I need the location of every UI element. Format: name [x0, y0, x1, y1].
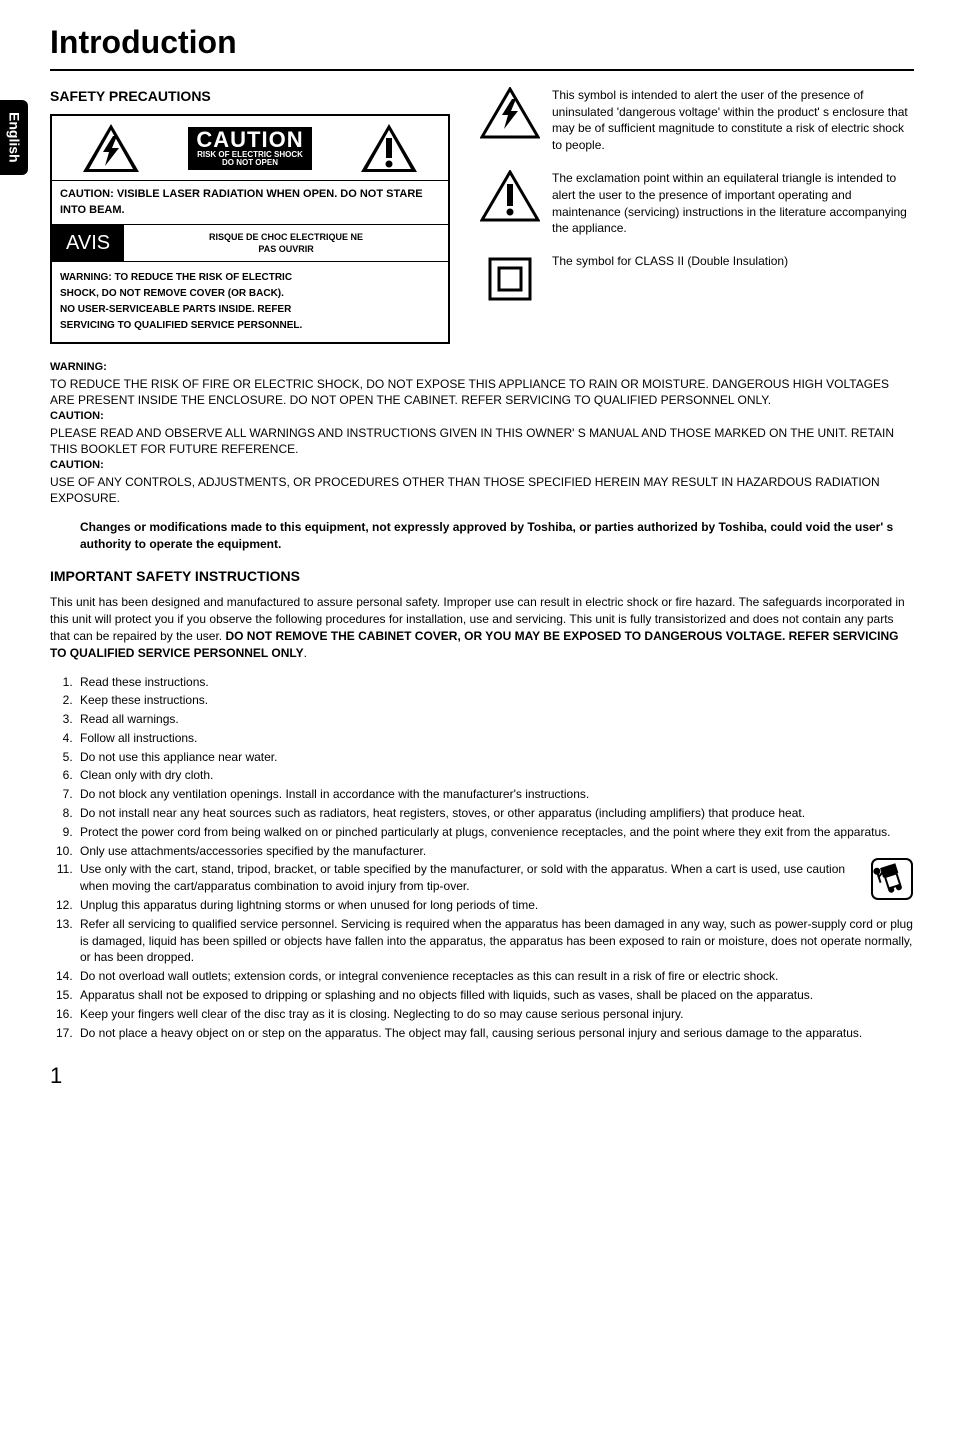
- risque-text: RISQUE DE CHOC ELECTRIQUE NE PAS OUVRIR: [124, 225, 448, 261]
- warn-line-2: SHOCK, DO NOT REMOVE COVER (OR BACK).: [60, 286, 440, 302]
- caution-sub-2: DO NOT OPEN: [222, 159, 278, 168]
- symbol-excl-block: The exclamation point within an equilate…: [480, 170, 914, 237]
- warn-line-3: NO USER-SERVICEABLE PARTS INSIDE. REFER: [60, 302, 440, 318]
- changes-note: Changes or modifications made to this eq…: [80, 519, 914, 553]
- symbol-bolt-block: This symbol is intended to alert the use…: [480, 87, 914, 154]
- language-tab: English: [0, 100, 28, 175]
- list-item: Read these instructions.: [76, 674, 914, 691]
- left-column: SAFETY PRECAUTIONS CAUTION RISK OF ELECT…: [50, 87, 450, 344]
- caution-box: CAUTION RISK OF ELECTRIC SHOCK DO NOT OP…: [50, 114, 450, 344]
- warning-paragraph: WARNING: TO REDUCE THE RISK OF FIRE OR E…: [50, 360, 914, 507]
- class2-description: The symbol for CLASS II (Double Insulati…: [552, 253, 914, 270]
- list-item: Do not block any ventilation openings. I…: [76, 786, 914, 803]
- excl-triangle-icon: [480, 170, 540, 222]
- cart-tip-icon: [870, 857, 914, 906]
- main-warning-text: WARNING: TO REDUCE THE RISK OF ELECTRIC …: [52, 261, 448, 342]
- list-item: Follow all instructions.: [76, 730, 914, 747]
- page-number: 1: [50, 1061, 914, 1092]
- bolt-triangle-icon: [81, 122, 141, 174]
- list-item: Do not install near any heat sources suc…: [76, 805, 914, 822]
- caution1-body: PLEASE READ AND OBSERVE ALL WARNINGS AND…: [50, 425, 914, 459]
- caution-big-text: CAUTION: [196, 129, 303, 151]
- risque-line-2: PAS OUVRIR: [130, 243, 442, 256]
- list-item: Clean only with dry cloth.: [76, 767, 914, 784]
- warning-body: TO REDUCE THE RISK OF FIRE OR ELECTRIC S…: [50, 376, 914, 410]
- list-item: Unplug this apparatus during lightning s…: [76, 897, 914, 914]
- list-item: Protect the power cord from being walked…: [76, 824, 914, 841]
- avis-row: AVIS RISQUE DE CHOC ELECTRIQUE NE PAS OU…: [52, 225, 448, 261]
- title-rule: [50, 69, 914, 71]
- list-item: Keep your fingers well clear of the disc…: [76, 1006, 914, 1023]
- risque-line-1: RISQUE DE CHOC ELECTRIQUE NE: [130, 231, 442, 244]
- bolt-triangle-icon: [480, 87, 540, 139]
- warn-line-1: WARNING: TO REDUCE THE RISK OF ELECTRIC: [60, 270, 440, 286]
- warning-label: WARNING:: [50, 360, 914, 375]
- list-item: Do not use this appliance near water.: [76, 749, 914, 766]
- list-item: Use only with the cart, stand, tripod, b…: [76, 861, 914, 895]
- excl-description: The exclamation point within an equilate…: [552, 170, 914, 237]
- instruction-list: Read these instructions. Keep these inst…: [76, 674, 914, 1042]
- list-item: Do not overload wall outlets; extension …: [76, 968, 914, 985]
- caution-plate: CAUTION RISK OF ELECTRIC SHOCK DO NOT OP…: [188, 127, 311, 171]
- avis-label: AVIS: [52, 225, 124, 261]
- bolt-description: This symbol is intended to alert the use…: [552, 87, 914, 154]
- important-safety-heading: IMPORTANT SAFETY INSTRUCTIONS: [50, 567, 914, 587]
- list-item: Keep these instructions.: [76, 692, 914, 709]
- list-item: Apparatus shall not be exposed to drippi…: [76, 987, 914, 1004]
- symbol-class2-block: The symbol for CLASS II (Double Insulati…: [480, 253, 914, 305]
- list-item-11-text: Use only with the cart, stand, tripod, b…: [80, 862, 845, 893]
- caution2-body: USE OF ANY CONTROLS, ADJUSTMENTS, OR PRO…: [50, 474, 914, 508]
- laser-warning-text: CAUTION: VISIBLE LASER RADIATION WHEN OP…: [52, 181, 448, 225]
- class2-icon: [480, 253, 540, 305]
- excl-triangle-icon: [359, 122, 419, 174]
- important-intro: This unit has been designed and manufact…: [50, 594, 914, 661]
- period: .: [304, 646, 307, 660]
- list-item: Only use attachments/accessories specifi…: [76, 843, 914, 860]
- caution1-label: CAUTION:: [50, 409, 914, 424]
- safety-heading: SAFETY PRECAUTIONS: [50, 87, 450, 107]
- caution-row-symbols: CAUTION RISK OF ELECTRIC SHOCK DO NOT OP…: [52, 116, 448, 181]
- list-item: Read all warnings.: [76, 711, 914, 728]
- top-row: SAFETY PRECAUTIONS CAUTION RISK OF ELECT…: [50, 87, 914, 344]
- list-item: Refer all servicing to qualified service…: [76, 916, 914, 966]
- page-title: Introduction: [50, 20, 914, 65]
- warn-line-4: SERVICING TO QUALIFIED SERVICE PERSONNEL…: [60, 318, 440, 334]
- list-item: Do not place a heavy object on or step o…: [76, 1025, 914, 1042]
- caution2-label: CAUTION:: [50, 458, 914, 473]
- right-column: This symbol is intended to alert the use…: [480, 87, 914, 344]
